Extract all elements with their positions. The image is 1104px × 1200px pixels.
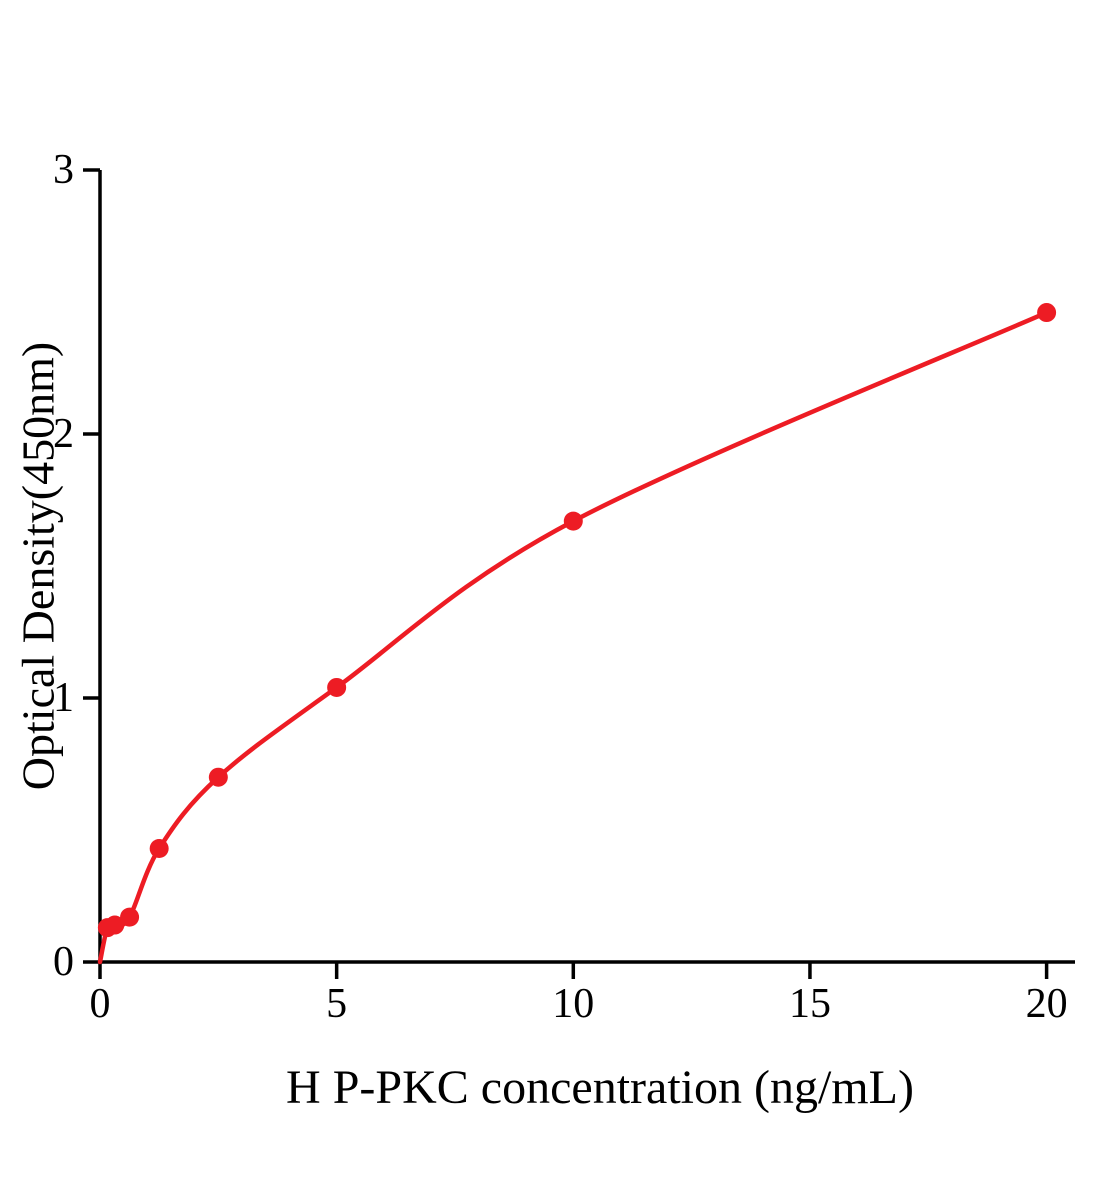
y-tick-label: 0 [53, 939, 74, 985]
data-point [120, 907, 140, 927]
data-point [327, 677, 347, 697]
x-axis-title: H P-PKC concentration (ng/mL) [286, 1061, 914, 1114]
x-tick-label: 10 [552, 981, 594, 1027]
y-tick-label: 1 [53, 675, 74, 721]
x-tick-label: 20 [1026, 981, 1068, 1027]
fit-curve-line [97, 310, 1049, 965]
data-point [208, 767, 228, 787]
x-tick-label: 0 [90, 981, 111, 1027]
y-axis-title: Optical Density(450nm) [12, 341, 64, 791]
x-tick-label: 15 [789, 981, 831, 1027]
data-point [149, 838, 169, 858]
data-point [563, 511, 583, 531]
y-tick-label: 2 [53, 411, 74, 457]
x-tick-label: 5 [326, 981, 347, 1027]
y-tick-label: 3 [53, 147, 74, 193]
data-point [1037, 303, 1057, 323]
data-point [105, 915, 125, 935]
